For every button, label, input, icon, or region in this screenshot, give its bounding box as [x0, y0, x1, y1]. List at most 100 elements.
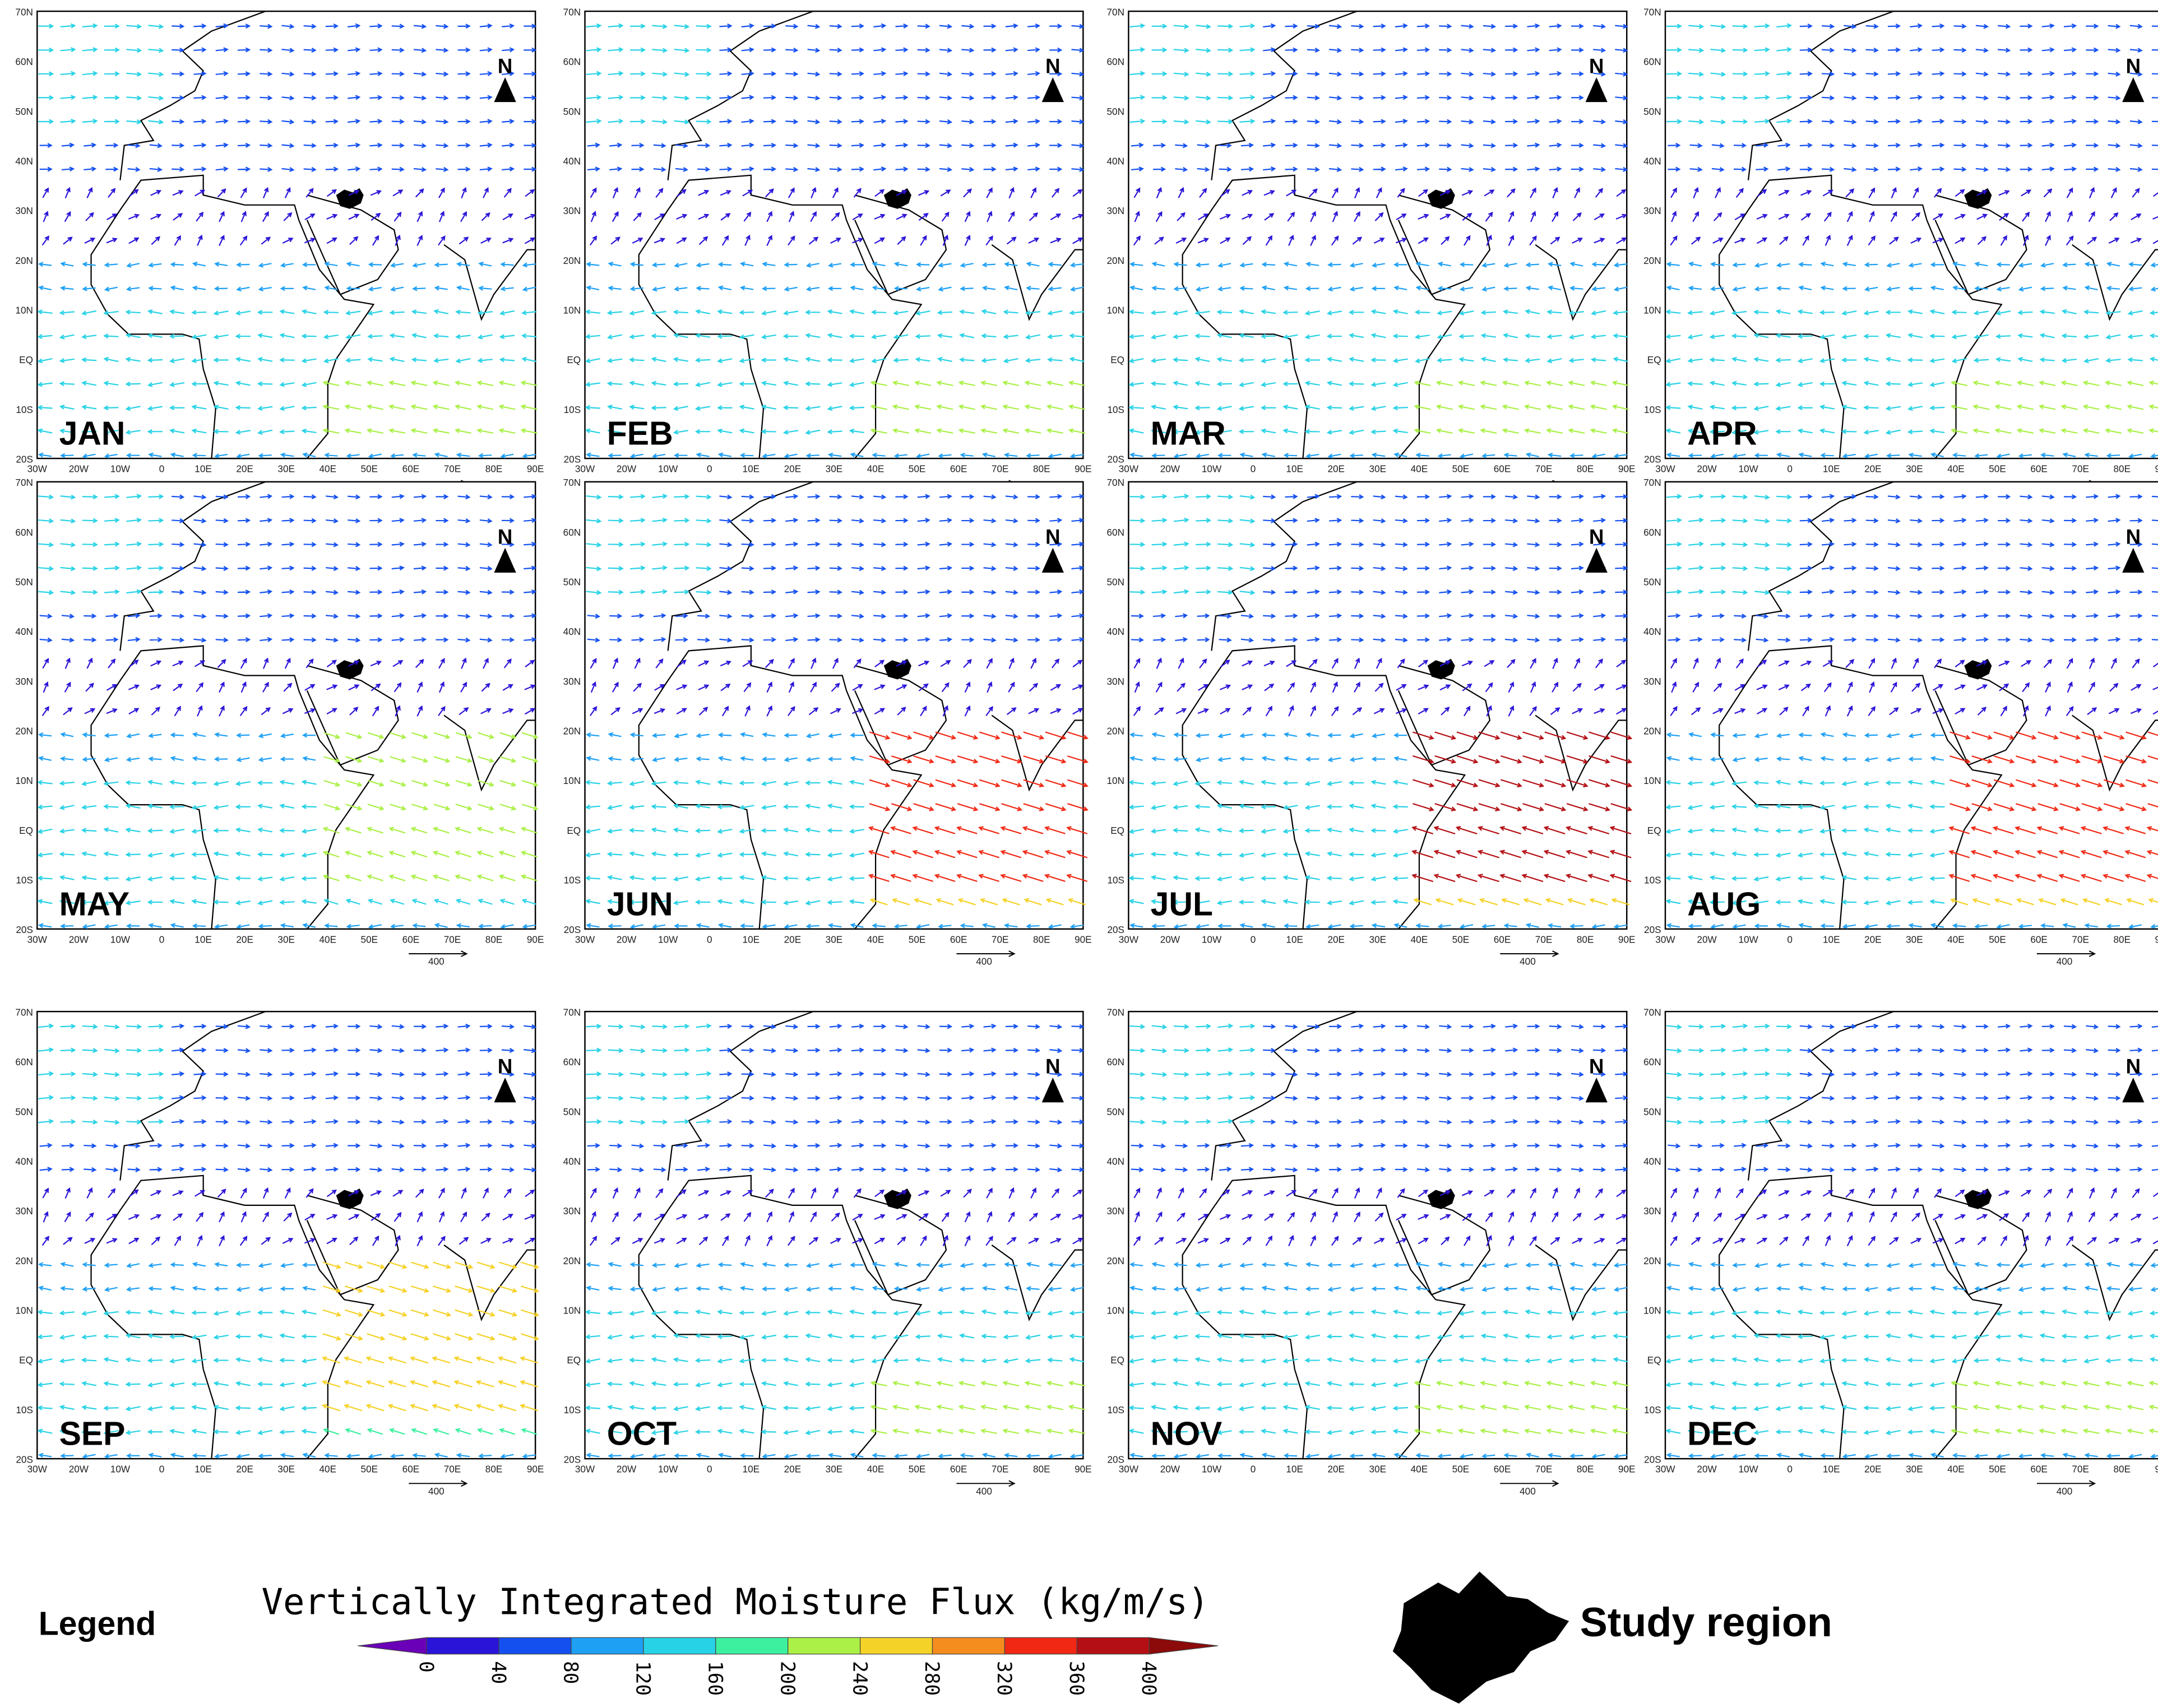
x-axis-label: 40E — [867, 934, 884, 945]
x-axis-label: 40E — [1411, 1464, 1428, 1475]
y-axis-label: 40N — [1107, 626, 1125, 637]
north-arrow — [1041, 77, 1064, 103]
coastline — [1719, 481, 2158, 930]
flux-vectors — [322, 732, 539, 881]
y-axis-label: EQ — [1647, 825, 1661, 836]
map-panel: 30W 20W 10W 0 10E 20E 30E 40E 50E 60E 70E 80E 90E 70N… — [1107, 1007, 1636, 1497]
colorbar-segment — [1076, 1637, 1150, 1655]
north-label: N — [1589, 1055, 1604, 1078]
x-axis-label: 20W — [1697, 1464, 1717, 1475]
north-label: N — [2125, 525, 2141, 548]
north-label: N — [2125, 1055, 2141, 1078]
x-axis-label: 30W — [1655, 1464, 1675, 1475]
panel-label: AUG — [1687, 886, 1761, 922]
y-axis-label: 60N — [15, 1056, 33, 1068]
north-label: N — [1045, 55, 1061, 78]
flux-vectors — [41, 187, 536, 246]
y-axis-label: 60N — [1107, 1056, 1125, 1068]
x-axis-label: 30E — [1906, 934, 1923, 945]
x-axis-label: 0 — [159, 463, 165, 475]
flux-vectors — [586, 1261, 1084, 1459]
x-axis-label: 50E — [361, 1464, 378, 1475]
x-axis-label: 0 — [159, 1464, 165, 1475]
x-axis-label: 60E — [950, 1464, 967, 1475]
y-axis-label: 30N — [1107, 205, 1125, 216]
x-axis-label: 30E — [826, 934, 843, 945]
map-frame — [584, 10, 1084, 460]
map-frame — [1128, 1010, 1628, 1460]
y-axis-label: 40N — [563, 155, 581, 166]
panel-label: NOV — [1151, 1416, 1222, 1452]
y-axis-label: 60N — [15, 527, 33, 538]
y-axis-label: 70N — [15, 6, 33, 17]
y-axis-label: 40N — [563, 1156, 581, 1167]
flux-vectors — [1950, 380, 2158, 434]
flux-vectors — [870, 1381, 1086, 1435]
x-axis-label: 30W — [27, 934, 48, 945]
x-axis-label: 80E — [1033, 934, 1050, 945]
x-axis-label: 50E — [909, 463, 926, 475]
scale-label: 400 — [1520, 956, 1536, 967]
flux-vectors — [1133, 657, 1627, 717]
x-axis-label: 70E — [2072, 463, 2089, 475]
y-axis-label: 20S — [16, 453, 33, 465]
x-axis-label: 20W — [617, 463, 637, 475]
scale-label: 400 — [428, 956, 444, 967]
panel-label: DEC — [1687, 1416, 1757, 1452]
y-axis-label: 70N — [563, 6, 581, 17]
y-axis-label: 20S — [1644, 1454, 1661, 1465]
y-axis-label: 10N — [1107, 775, 1125, 786]
x-axis-label: 20E — [1327, 1464, 1345, 1475]
x-axis-label: 10W — [1738, 463, 1758, 475]
y-axis-label: 70N — [1107, 1007, 1125, 1018]
y-axis-label: 70N — [1107, 6, 1125, 17]
flux-vectors — [1950, 898, 2158, 906]
flux-vectors — [1414, 1381, 1629, 1435]
x-axis-label: 10W — [110, 1464, 131, 1475]
x-axis-label: 0 — [707, 934, 712, 945]
x-axis-label: 10W — [658, 934, 678, 945]
y-axis-label: EQ — [1647, 354, 1661, 365]
coastline — [638, 481, 1083, 930]
y-axis-label: 30N — [1643, 1205, 1661, 1217]
flux-vectors — [321, 1261, 540, 1412]
y-axis-label: 40N — [1643, 1156, 1661, 1167]
y-axis-label: 60N — [563, 527, 581, 538]
x-axis-label: 10E — [743, 1464, 760, 1475]
x-axis-label: 20E — [784, 934, 802, 945]
x-axis-label: 0 — [1787, 934, 1793, 945]
colorbar-tick-label: 200 — [776, 1661, 798, 1696]
x-axis-label: 30W — [1655, 463, 1675, 475]
x-axis-label: 80E — [485, 463, 503, 475]
y-axis-label: 10S — [16, 404, 33, 415]
y-axis-label: 50N — [15, 1106, 33, 1117]
x-axis-label: 20W — [69, 1464, 89, 1475]
scale-arrow — [1500, 1480, 1559, 1487]
flux-vectors — [1668, 1023, 2158, 1172]
x-axis-label: 0 — [1787, 1464, 1793, 1475]
coastline — [638, 11, 1083, 460]
scale-arrow — [1500, 950, 1559, 957]
y-axis-label: 10S — [1644, 404, 1661, 415]
x-axis-label: 70E — [992, 934, 1009, 945]
y-axis-label: 70N — [1643, 6, 1661, 17]
north-arrow — [2122, 547, 2145, 573]
map-panel: 30W 20W 10W 0 10E 20E 30E 40E 50E 60E 70E 80E 90E 70N… — [1643, 477, 2158, 967]
y-axis-label: 50N — [15, 106, 33, 117]
y-axis-label: 40N — [1643, 626, 1661, 637]
x-axis-label: 30W — [27, 463, 48, 475]
y-axis-label: EQ — [19, 825, 33, 836]
x-axis-label: 40E — [1411, 934, 1428, 945]
x-axis-label: 50E — [909, 1464, 926, 1475]
x-axis-label: 60E — [2030, 1464, 2048, 1475]
x-axis-label: 70E — [1535, 934, 1553, 945]
x-axis-label: 30E — [826, 1464, 843, 1475]
y-axis-label: EQ — [567, 825, 581, 836]
flux-vectors — [1133, 187, 1627, 246]
coastline — [1182, 11, 1627, 460]
x-axis-label: 60E — [2030, 463, 2048, 475]
x-axis-label: 40E — [867, 1464, 884, 1475]
x-axis-label: 50E — [361, 463, 378, 475]
y-axis-label: 60N — [1643, 56, 1661, 67]
